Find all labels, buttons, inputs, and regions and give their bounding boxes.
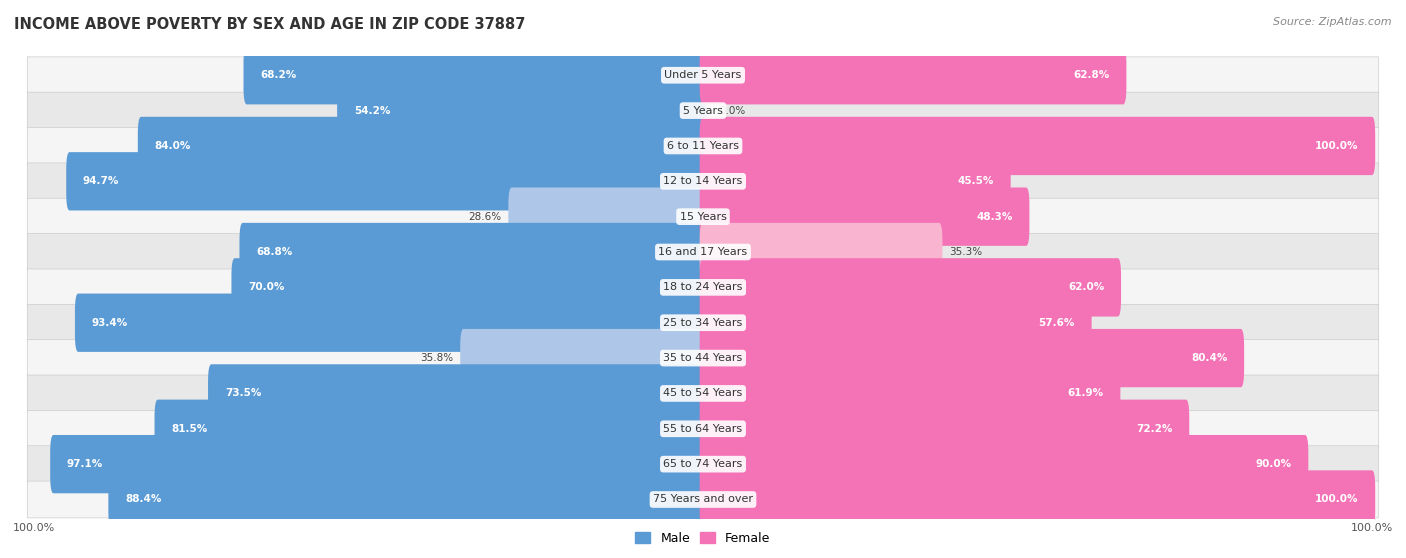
FancyBboxPatch shape <box>700 46 1126 104</box>
FancyBboxPatch shape <box>27 57 1379 94</box>
FancyBboxPatch shape <box>27 446 1379 483</box>
Text: 16 and 17 Years: 16 and 17 Years <box>658 247 748 257</box>
Text: 61.9%: 61.9% <box>1067 388 1104 398</box>
Text: 75 Years and over: 75 Years and over <box>652 494 754 504</box>
FancyBboxPatch shape <box>27 410 1379 447</box>
FancyBboxPatch shape <box>700 435 1309 493</box>
FancyBboxPatch shape <box>27 92 1379 129</box>
Text: Source: ZipAtlas.com: Source: ZipAtlas.com <box>1274 17 1392 27</box>
FancyBboxPatch shape <box>700 364 1121 422</box>
FancyBboxPatch shape <box>232 258 706 316</box>
FancyBboxPatch shape <box>700 329 1244 387</box>
Text: INCOME ABOVE POVERTY BY SEX AND AGE IN ZIP CODE 37887: INCOME ABOVE POVERTY BY SEX AND AGE IN Z… <box>14 17 526 32</box>
FancyBboxPatch shape <box>27 481 1379 518</box>
Text: 65 to 74 Years: 65 to 74 Years <box>664 459 742 469</box>
FancyBboxPatch shape <box>27 375 1379 412</box>
Text: 54.2%: 54.2% <box>354 105 391 116</box>
Text: 6 to 11 Years: 6 to 11 Years <box>666 141 740 151</box>
Text: 28.6%: 28.6% <box>468 211 502 222</box>
Text: 88.4%: 88.4% <box>125 494 162 504</box>
Text: 62.0%: 62.0% <box>1069 282 1104 292</box>
Text: Under 5 Years: Under 5 Years <box>665 70 741 80</box>
FancyBboxPatch shape <box>700 223 942 281</box>
Text: 12 to 14 Years: 12 to 14 Years <box>664 176 742 186</box>
FancyBboxPatch shape <box>700 187 1029 246</box>
FancyBboxPatch shape <box>138 117 706 175</box>
Text: 45 to 54 Years: 45 to 54 Years <box>664 388 742 398</box>
FancyBboxPatch shape <box>27 234 1379 271</box>
FancyBboxPatch shape <box>700 470 1375 528</box>
Text: 55 to 64 Years: 55 to 64 Years <box>664 424 742 434</box>
Text: 35.8%: 35.8% <box>420 353 454 363</box>
FancyBboxPatch shape <box>700 294 1091 352</box>
Text: 45.5%: 45.5% <box>957 176 994 186</box>
FancyBboxPatch shape <box>700 258 1121 316</box>
FancyBboxPatch shape <box>208 364 706 422</box>
Text: 100.0%: 100.0% <box>1315 494 1358 504</box>
FancyBboxPatch shape <box>337 81 706 140</box>
FancyBboxPatch shape <box>108 470 706 528</box>
FancyBboxPatch shape <box>51 435 706 493</box>
FancyBboxPatch shape <box>27 340 1379 377</box>
Text: 80.4%: 80.4% <box>1191 353 1227 363</box>
FancyBboxPatch shape <box>700 117 1375 175</box>
Text: 35 to 44 Years: 35 to 44 Years <box>664 353 742 363</box>
Text: 90.0%: 90.0% <box>1256 459 1292 469</box>
Text: 94.7%: 94.7% <box>83 176 120 186</box>
FancyBboxPatch shape <box>155 400 706 458</box>
FancyBboxPatch shape <box>27 128 1379 165</box>
FancyBboxPatch shape <box>509 187 706 246</box>
FancyBboxPatch shape <box>243 46 706 104</box>
Text: 57.6%: 57.6% <box>1039 318 1076 328</box>
FancyBboxPatch shape <box>460 329 706 387</box>
FancyBboxPatch shape <box>27 304 1379 341</box>
Text: 84.0%: 84.0% <box>155 141 191 151</box>
Text: 15 Years: 15 Years <box>679 211 727 222</box>
Text: 68.8%: 68.8% <box>256 247 292 257</box>
FancyBboxPatch shape <box>66 152 706 210</box>
Text: 73.5%: 73.5% <box>225 388 262 398</box>
Text: 81.5%: 81.5% <box>172 424 208 434</box>
Text: 68.2%: 68.2% <box>260 70 297 80</box>
Text: 25 to 34 Years: 25 to 34 Years <box>664 318 742 328</box>
Legend: Male, Female: Male, Female <box>630 527 776 550</box>
FancyBboxPatch shape <box>27 198 1379 235</box>
Text: 35.3%: 35.3% <box>949 247 983 257</box>
FancyBboxPatch shape <box>75 294 706 352</box>
FancyBboxPatch shape <box>239 223 706 281</box>
Text: 62.8%: 62.8% <box>1073 70 1109 80</box>
FancyBboxPatch shape <box>700 152 1011 210</box>
Text: 97.1%: 97.1% <box>67 459 103 469</box>
Text: 100.0%: 100.0% <box>1315 141 1358 151</box>
FancyBboxPatch shape <box>27 163 1379 200</box>
Text: 5 Years: 5 Years <box>683 105 723 116</box>
Text: 0.0%: 0.0% <box>720 105 747 116</box>
FancyBboxPatch shape <box>700 400 1189 458</box>
Text: 93.4%: 93.4% <box>91 318 128 328</box>
Text: 18 to 24 Years: 18 to 24 Years <box>664 282 742 292</box>
Text: 70.0%: 70.0% <box>249 282 284 292</box>
FancyBboxPatch shape <box>27 269 1379 306</box>
Text: 72.2%: 72.2% <box>1136 424 1173 434</box>
Text: 48.3%: 48.3% <box>976 211 1012 222</box>
